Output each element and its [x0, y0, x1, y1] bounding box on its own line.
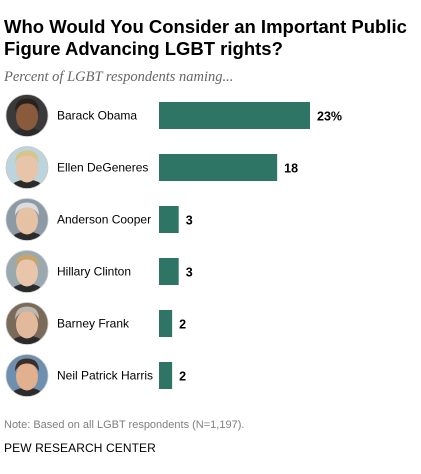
chart-title: Who Would You Consider an Important Publ… [4, 16, 407, 59]
category-label: Neil Patrick Harris [57, 369, 153, 383]
category-label: Hillary Clinton [57, 265, 131, 279]
bar-row: Barney Frank 2 [5, 301, 186, 346]
bar-row: Hillary Clinton 3 [5, 249, 193, 294]
value-label: 18 [284, 162, 298, 176]
category-label: Barack Obama [57, 109, 137, 123]
value-label: 23% [317, 110, 342, 124]
value-label: 2 [179, 318, 186, 332]
bar-row: Ellen DeGeneres 18 [5, 145, 298, 190]
chart-subtitle: Percent of LGBT respondents naming... [4, 69, 234, 85]
person-avatar [5, 353, 49, 398]
source-credit: PEW RESEARCH CENTER [4, 441, 156, 455]
bar [159, 206, 179, 233]
person-avatar [5, 301, 49, 346]
category-label: Barney Frank [57, 317, 130, 331]
person-avatar [5, 249, 49, 294]
value-label: 3 [186, 266, 193, 280]
chart-note: Note: Based on all LGBT respondents (N=1… [4, 419, 245, 431]
person-avatar [5, 93, 49, 138]
bar [159, 310, 173, 337]
bar-row: Neil Patrick Harris 2 [5, 353, 186, 398]
bar [159, 154, 278, 181]
person-avatar [5, 197, 49, 242]
bar-row: Anderson Cooper 3 [5, 197, 193, 242]
bar-row: Barack Obama 23% [5, 93, 342, 138]
bar [159, 102, 310, 129]
value-label: 2 [179, 370, 186, 384]
bar-chart: Barack Obama 23% Ellen DeGeneres 18 Anderson… [5, 93, 342, 398]
category-label: Ellen DeGeneres [57, 161, 148, 175]
person-avatar [5, 145, 49, 190]
bar [159, 258, 179, 285]
value-label: 3 [186, 214, 193, 228]
bar [159, 362, 173, 389]
category-label: Anderson Cooper [57, 213, 151, 227]
